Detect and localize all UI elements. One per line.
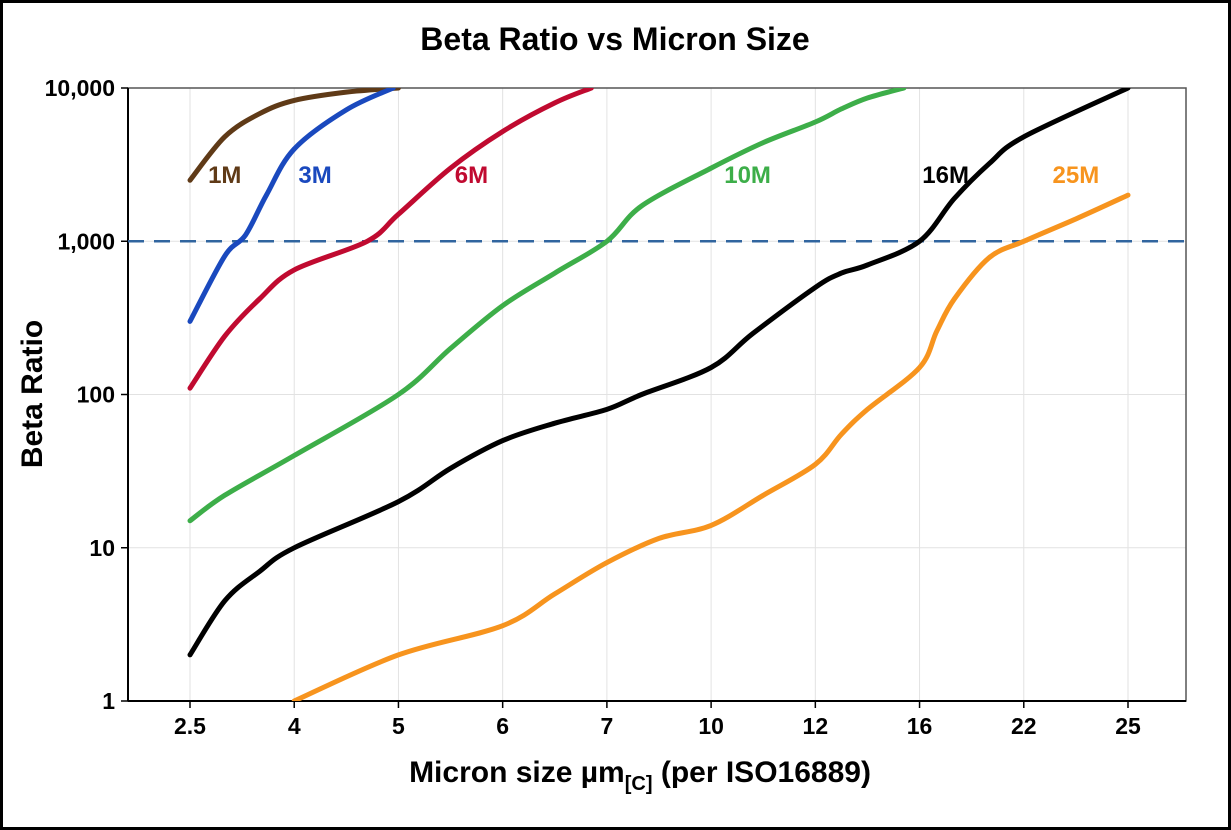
series-label-3M: 3M xyxy=(298,162,331,189)
x-axis-title-subscript: [C] xyxy=(625,773,653,795)
series-line-6M xyxy=(187,88,594,391)
y-tick-label: 10,000 xyxy=(45,75,115,101)
series-line-16M xyxy=(187,88,1131,658)
series-label-25M: 25M xyxy=(1053,162,1100,189)
x-tick-label: 2.5 xyxy=(174,713,206,739)
series-line-10M xyxy=(187,88,907,524)
series-label-6M: 6M xyxy=(455,162,488,189)
x-tick-label: 7 xyxy=(600,713,613,739)
gridlines xyxy=(128,87,1186,702)
series-line-1M xyxy=(187,88,401,183)
series-label-10M: 10M xyxy=(724,162,771,189)
x-axis-title-rest: (per ISO16889) xyxy=(653,756,871,789)
y-tick-label: 1 xyxy=(102,688,115,714)
series-line-3M xyxy=(187,88,396,324)
x-tick-label: 12 xyxy=(803,713,829,739)
series-lines xyxy=(187,88,1131,701)
y-axis-title: Beta Ratio xyxy=(16,320,49,468)
y-tick-label: 1,000 xyxy=(57,228,115,254)
x-tick-label: 25 xyxy=(1115,713,1141,739)
series-label-16M: 16M xyxy=(922,162,969,189)
x-axis-title-main: Micron size µm xyxy=(409,756,625,789)
x-tick-label: 6 xyxy=(496,713,509,739)
series-line-25M xyxy=(291,192,1131,701)
x-tick-label: 16 xyxy=(907,713,933,739)
x-tick-label: 5 xyxy=(392,713,405,739)
x-tick-label: 10 xyxy=(698,713,724,739)
y-tick-label: 100 xyxy=(77,382,115,408)
plot-area: 1M 3M 6M 10M 16M 25M 2.5 4 5 6 7 10 12 16 22 25 1 10 100 1,… xyxy=(45,75,1187,739)
x-tick-label: 22 xyxy=(1011,713,1037,739)
x-axis-title: Micron size µm[C] (per ISO16889) xyxy=(409,756,871,795)
chart-title: Beta Ratio vs Micron Size xyxy=(420,21,809,57)
series-label-1M: 1M xyxy=(208,162,241,189)
y-tick-label: 10 xyxy=(89,535,115,561)
x-tick-label: 4 xyxy=(288,713,301,739)
